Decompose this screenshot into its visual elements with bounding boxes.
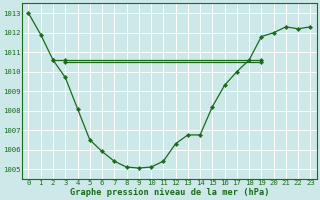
X-axis label: Graphe pression niveau de la mer (hPa): Graphe pression niveau de la mer (hPa) — [70, 188, 269, 197]
